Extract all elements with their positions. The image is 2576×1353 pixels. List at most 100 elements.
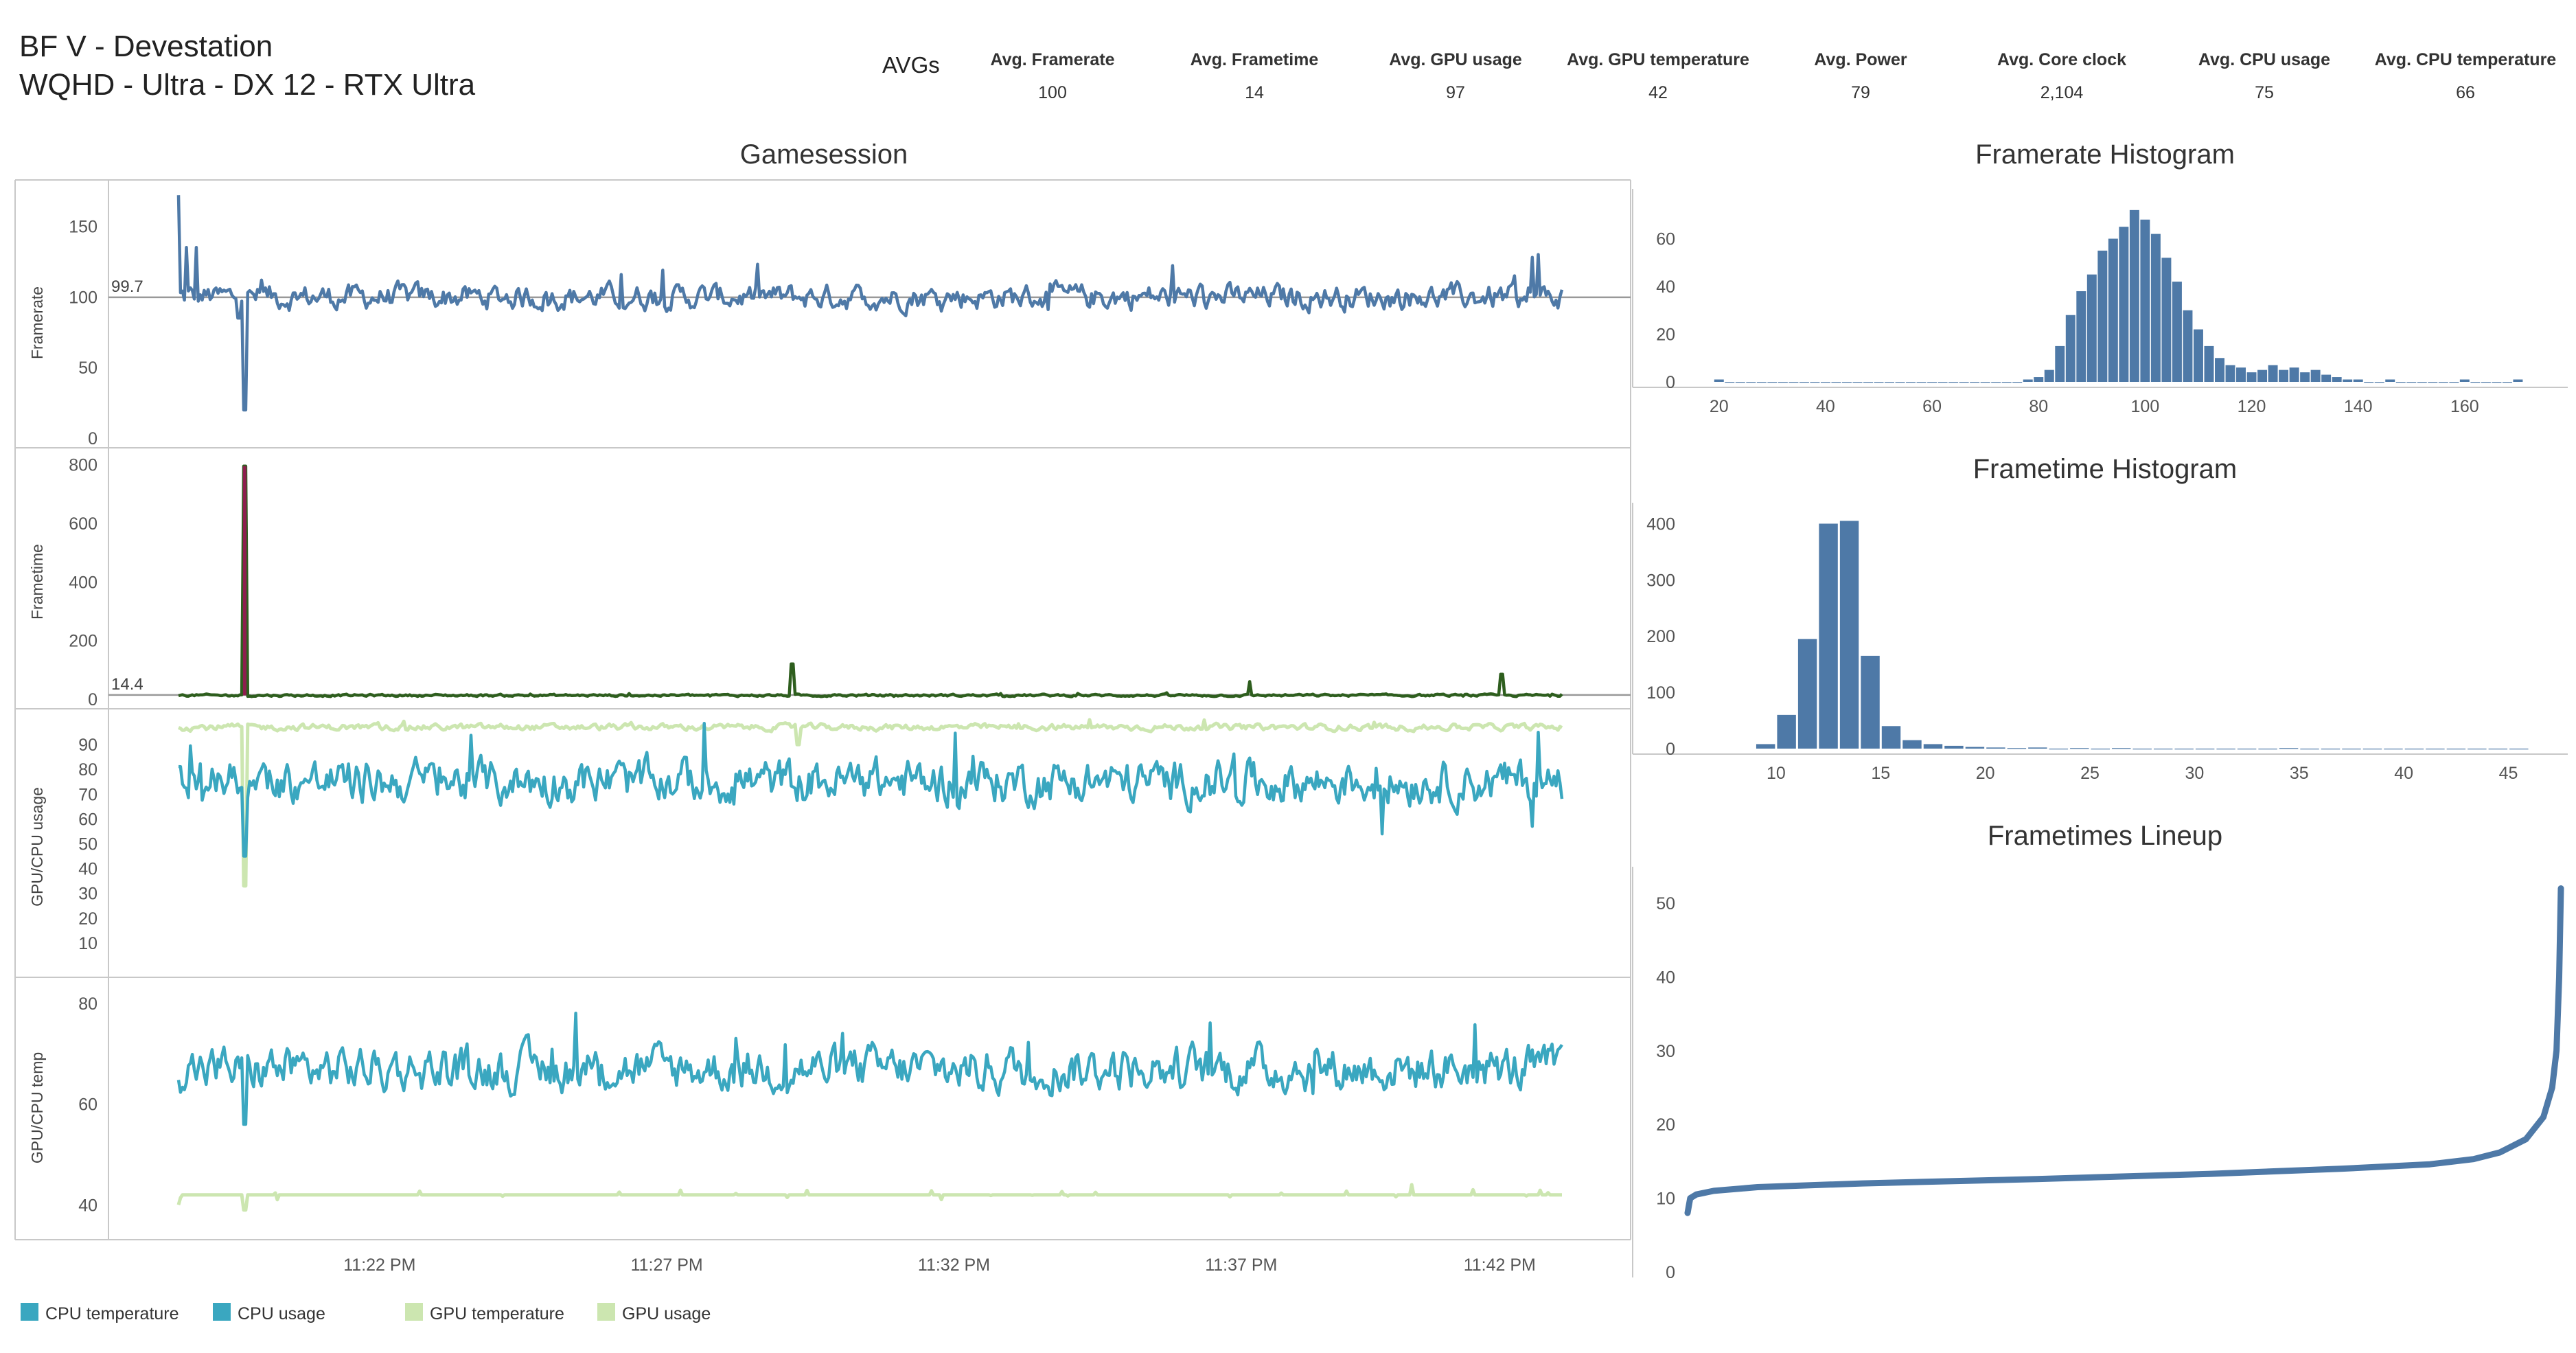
histogram-bar <box>2321 374 2332 382</box>
panel-ytick: 70 <box>78 785 97 804</box>
histogram-ytick: 300 <box>1646 571 1675 590</box>
panel-ytick: 30 <box>78 885 97 904</box>
histogram-bar <box>1746 382 1756 383</box>
avg-cpu-usage-label: Avg. CPU usage <box>2198 50 2330 69</box>
histogram-bar <box>2470 382 2481 383</box>
avg-gpu-usage-label: Avg. GPU usage <box>1389 50 1522 69</box>
lineup-ytick: 0 <box>1666 1263 1675 1282</box>
histogram-bar <box>1789 382 1799 383</box>
x-tick-label: 11:32 PM <box>918 1255 990 1275</box>
lineup-ytick: 50 <box>1656 894 1675 913</box>
histogram-bar <box>2449 382 2459 383</box>
histogram-bar <box>1970 382 1980 383</box>
x-tick-label: 11:22 PM <box>343 1255 415 1275</box>
histogram-bar <box>1881 726 1901 749</box>
histogram-bar <box>2428 382 2438 383</box>
histogram-xtick: 20 <box>1976 764 1995 783</box>
histogram-bar <box>1916 382 1927 383</box>
histogram-bar <box>1799 382 1809 383</box>
histogram-bar <box>2459 379 2470 382</box>
panel-ytick: 90 <box>78 736 97 755</box>
panel-ytick: 60 <box>78 810 97 829</box>
panel-ytick: 0 <box>88 429 97 448</box>
histogram-bar <box>2332 377 2342 382</box>
histogram-bar <box>1906 382 1916 383</box>
avg-stats: Avg. Framerate 100 Avg. Frametime 14 Avg… <box>990 50 2556 102</box>
histogram-bar <box>2161 258 2172 382</box>
histogram-bar <box>1986 747 2005 749</box>
histogram-bar <box>2023 379 2033 382</box>
histogram-xtick: 20 <box>1710 397 1729 416</box>
histogram-xtick: 40 <box>1816 397 1835 416</box>
gpu-usage-series-line <box>178 718 1563 888</box>
histogram-xtick: 120 <box>2238 397 2266 416</box>
histogram-bar <box>1839 521 1859 749</box>
histogram-bar <box>1735 382 1745 383</box>
histogram-bar <box>1959 382 1969 383</box>
legend-label-gpu-usage: GPU usage <box>622 1304 711 1323</box>
dashboard-title: BF V - Devestation <box>19 30 273 63</box>
histogram-bar <box>2183 310 2193 382</box>
histogram-bar <box>1831 382 1841 383</box>
histogram-bar <box>2438 382 2448 383</box>
reference-label: 99.7 <box>111 277 143 296</box>
panel-ylabel: GPU/CPU temp <box>28 1052 46 1163</box>
gpu-temperature-series-line <box>176 1183 1562 1212</box>
histogram-bar <box>2513 379 2523 382</box>
avg-framerate-label: Avg. Framerate <box>990 50 1114 69</box>
histogram-xtick: 160 <box>2450 397 2479 416</box>
cpu-usage-series-line <box>178 722 1564 858</box>
panel-ytick: 40 <box>78 860 97 879</box>
legend-label-cpu-usage: CPU usage <box>238 1304 325 1323</box>
histogram-ytick: 0 <box>1666 740 1675 759</box>
histogram-bar <box>2007 748 2027 749</box>
histogram-bar <box>1820 382 1830 383</box>
framerate-histogram-chart: 0 20 40 60 20 40 60 80 100 120 140 160 <box>1632 189 2568 416</box>
frametime-histogram-title: Frametime Histogram <box>1973 454 2238 484</box>
avgs-label: AVGs <box>882 52 940 78</box>
histogram-bar <box>1895 382 1905 383</box>
histogram-bar <box>1810 382 1820 383</box>
histogram-bar <box>1874 382 1884 383</box>
histogram-bar <box>1756 382 1767 383</box>
panel-ylabel: Frametime <box>28 544 46 619</box>
header: BF V - Devestation WQHD - Ultra - DX 12 … <box>19 30 2556 102</box>
histogram-bar <box>2385 379 2395 382</box>
x-tick-label: 11:37 PM <box>1205 1255 1277 1275</box>
frametimes-lineup-line <box>1684 885 2564 1216</box>
avg-framerate-value: 100 <box>1038 83 1067 102</box>
histogram-bar <box>2343 379 2353 382</box>
avg-gpu-temperature-value: 42 <box>1648 83 1668 102</box>
histogram-bar <box>1937 382 1948 383</box>
histogram-bar <box>2119 227 2129 382</box>
panel-gpu-cpu-usage: GPU/CPU usage 10 20 30 40 50 60 70 80 90 <box>15 708 1631 953</box>
histogram-xtick: 30 <box>2185 764 2205 783</box>
histogram-ytick: 200 <box>1646 627 1675 646</box>
histogram-bar <box>2215 358 2224 382</box>
gamesession-chart: Framerate 0 50 100 150 99.7 Frametime 0 200 400 60… <box>14 179 1631 1275</box>
panel-ytick: 800 <box>69 456 97 475</box>
reference-label: 14.4 <box>111 675 143 694</box>
lineup-ytick: 20 <box>1656 1115 1675 1135</box>
histogram-bar <box>1980 382 1990 383</box>
panel-ytick: 600 <box>69 514 97 534</box>
panel-ytick: 200 <box>69 632 97 651</box>
panel-ylabel: GPU/CPU usage <box>28 787 46 907</box>
histogram-bar <box>1797 639 1817 749</box>
histogram-xtick: 45 <box>2499 764 2518 783</box>
panel-ytick: 100 <box>69 288 97 307</box>
histogram-bar <box>2034 377 2044 382</box>
histogram-ytick: 100 <box>1646 683 1675 703</box>
histogram-bar <box>2086 274 2097 382</box>
panel-ytick: 80 <box>78 994 97 1014</box>
histogram-bar <box>2112 748 2131 749</box>
legend-swatch-cpu-temperature <box>21 1303 38 1321</box>
histogram-bar <box>2225 365 2235 382</box>
histogram-bar <box>2070 748 2089 749</box>
avg-frametime-label: Avg. Frametime <box>1191 50 1319 69</box>
histogram-xtick: 15 <box>1871 764 1890 783</box>
avg-core-clock-value: 2,104 <box>2040 83 2084 102</box>
histogram-bar <box>2310 369 2321 382</box>
framerate-series-line <box>176 195 1564 412</box>
